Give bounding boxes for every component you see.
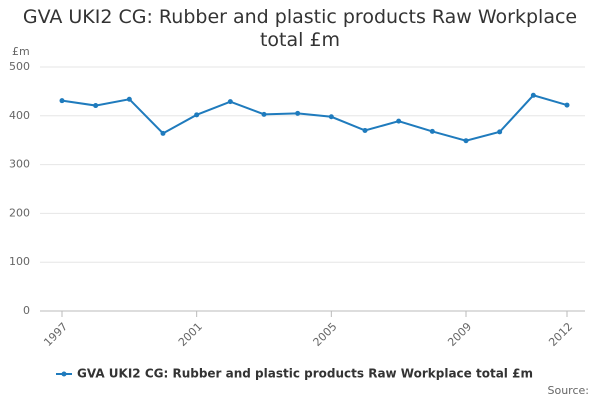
data-point bbox=[261, 111, 267, 117]
x-tick-label: 2009 bbox=[445, 320, 474, 349]
x-tick-label: 2005 bbox=[311, 320, 340, 349]
y-tick-label: 0 bbox=[23, 304, 30, 317]
data-point bbox=[429, 128, 435, 134]
data-point bbox=[530, 92, 536, 98]
data-point bbox=[126, 96, 132, 102]
data-point bbox=[497, 129, 503, 135]
data-point bbox=[160, 130, 166, 136]
data-point bbox=[93, 103, 99, 109]
legend-marker-dot bbox=[61, 371, 67, 377]
data-point bbox=[295, 110, 301, 116]
y-tick-label: 100 bbox=[9, 255, 30, 268]
y-tick-label: 500 bbox=[9, 60, 30, 73]
x-tick-label: 1997 bbox=[41, 320, 70, 349]
data-line bbox=[61, 94, 568, 142]
legend-text: GVA UKI2 CG: Rubber and plastic products… bbox=[77, 367, 533, 381]
data-point bbox=[564, 102, 570, 108]
y-tick-label: 400 bbox=[9, 109, 30, 122]
data-point bbox=[194, 112, 200, 118]
data-point bbox=[59, 98, 65, 104]
source: Source: bbox=[548, 384, 590, 397]
y-axis-label: £m bbox=[12, 45, 30, 58]
x-tick-label: 2012 bbox=[546, 320, 575, 349]
data-point bbox=[396, 118, 402, 124]
data-point bbox=[328, 114, 334, 120]
chart-title: GVA UKI2 CG: Rubber and plastic products… bbox=[22, 6, 578, 51]
x-tick-label: 2001 bbox=[176, 320, 205, 349]
data-point bbox=[227, 99, 233, 105]
data-point bbox=[362, 127, 368, 133]
data-point bbox=[463, 138, 469, 144]
y-tick-label: 200 bbox=[9, 206, 30, 219]
y-tick-label: 300 bbox=[9, 158, 30, 171]
